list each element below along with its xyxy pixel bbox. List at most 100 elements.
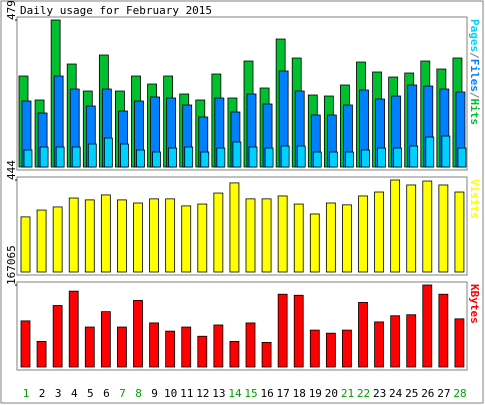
bar — [229, 340, 240, 368]
bar — [280, 145, 290, 168]
bar — [23, 149, 33, 168]
bar — [406, 184, 417, 273]
legend-separator: / — [468, 52, 481, 59]
x-tick-label: 18 — [293, 387, 306, 400]
legend: Visits — [468, 179, 481, 219]
bar — [149, 198, 159, 273]
chart-title: Daily usage for February 2015 — [20, 4, 212, 17]
bar — [197, 203, 208, 273]
bar — [84, 199, 95, 273]
bar — [390, 315, 401, 368]
x-tick-label: 16 — [260, 387, 273, 400]
legend-entry: Files — [468, 59, 481, 92]
bar — [213, 192, 224, 273]
bar — [438, 293, 449, 368]
bar — [358, 302, 368, 368]
x-tick-label: 27 — [437, 387, 450, 400]
bar — [441, 135, 451, 168]
x-tick-label: 13 — [212, 387, 225, 400]
legend-entry: KBytes — [468, 284, 481, 324]
bar — [197, 335, 208, 368]
bar — [103, 137, 113, 168]
x-tick-label: 26 — [421, 387, 434, 400]
bar — [20, 320, 31, 368]
x-tick-label: 8 — [135, 387, 142, 400]
x-tick-label: 21 — [341, 387, 354, 400]
bar — [325, 332, 336, 368]
x-tick-label: 24 — [389, 387, 403, 400]
x-tick-label: 19 — [309, 387, 322, 400]
bar — [68, 197, 79, 273]
bar — [422, 284, 433, 368]
bar — [245, 322, 256, 368]
y-tick-label: 4792 — [5, 0, 18, 20]
bar — [52, 305, 63, 368]
legend-entry: Visits — [468, 179, 481, 219]
bar — [136, 149, 145, 168]
bar — [342, 204, 352, 273]
bar — [345, 151, 354, 168]
bar — [52, 206, 63, 273]
bar — [309, 213, 320, 273]
bar — [248, 146, 258, 168]
x-tick-label: 5 — [87, 387, 94, 400]
bar — [296, 145, 306, 168]
x-tick-label: 22 — [357, 387, 370, 400]
bar — [120, 143, 129, 168]
x-tick-label: 10 — [164, 387, 177, 400]
bar — [422, 180, 433, 273]
bar — [377, 147, 386, 168]
bar — [425, 136, 435, 168]
bar — [374, 321, 384, 368]
bar — [328, 151, 338, 168]
bar — [264, 147, 274, 168]
bar — [133, 299, 143, 368]
bar — [168, 147, 178, 168]
bar — [100, 311, 111, 368]
x-tick-label: 7 — [119, 387, 126, 400]
bar — [457, 147, 467, 168]
x-tick-label: 14 — [228, 387, 242, 400]
bar — [358, 195, 368, 273]
bar — [390, 179, 401, 273]
bar — [84, 326, 95, 368]
bar — [342, 329, 352, 368]
bar — [200, 151, 210, 168]
bar — [39, 146, 49, 168]
legend: Pages/Files/Hits — [468, 19, 481, 125]
x-tick-label: 23 — [373, 387, 386, 400]
bar — [20, 216, 31, 273]
bar — [245, 198, 256, 273]
legend-entry: Pages — [468, 19, 481, 52]
x-tick-label: 2 — [39, 387, 46, 400]
bar — [165, 330, 176, 368]
legend: KBytes — [468, 284, 481, 324]
bar — [374, 191, 384, 273]
bar — [71, 146, 81, 168]
bar — [117, 199, 127, 273]
bar — [36, 340, 47, 368]
bar — [409, 145, 419, 168]
x-tick-label: 6 — [103, 387, 110, 400]
bar — [277, 195, 288, 273]
x-tick-label: 11 — [180, 387, 193, 400]
bar — [361, 149, 370, 168]
bar — [184, 146, 194, 168]
bar — [149, 322, 159, 368]
bar — [100, 194, 111, 273]
bar — [261, 342, 272, 368]
x-tick-label: 9 — [151, 387, 158, 400]
bar — [325, 202, 336, 273]
bar — [454, 318, 465, 368]
bar — [117, 326, 127, 368]
bar — [438, 184, 449, 273]
x-tick-label: 12 — [196, 387, 209, 400]
bar — [312, 151, 322, 168]
bar — [213, 324, 224, 368]
bar — [293, 294, 304, 368]
bar — [87, 143, 97, 168]
y-tick-label: 444 — [5, 160, 18, 180]
legend-separator: / — [468, 92, 481, 99]
y-tick-label: 167065 — [5, 245, 18, 285]
